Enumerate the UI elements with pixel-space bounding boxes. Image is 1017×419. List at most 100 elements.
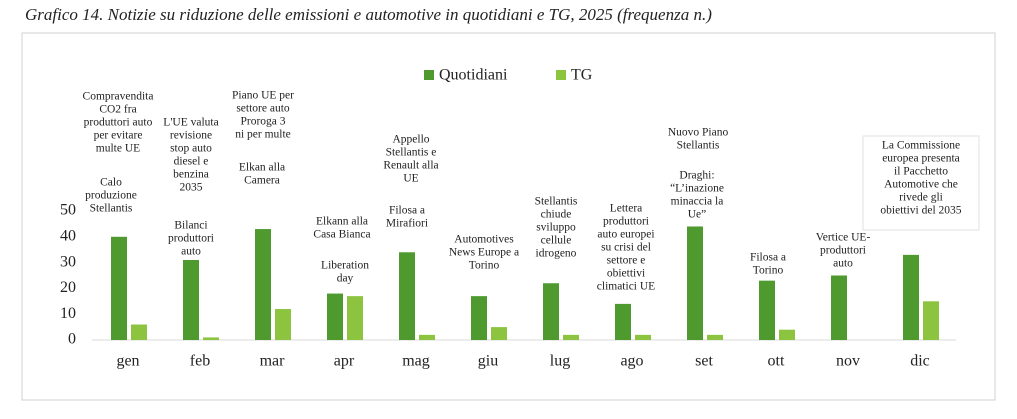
chart-frame xyxy=(21,32,996,401)
annotation: chiude xyxy=(541,209,572,221)
annotation: revisione xyxy=(170,130,212,142)
bar xyxy=(831,275,847,340)
y-tick-label: 10 xyxy=(60,305,76,322)
annotation: “L’inazione xyxy=(670,183,724,195)
annotation: Stellantis e xyxy=(386,147,437,159)
annotation: Torino xyxy=(753,265,784,277)
annotation: Nuovo Piano xyxy=(668,127,729,139)
bar xyxy=(635,334,651,340)
annotation: sviluppo xyxy=(536,222,576,234)
annotation: rivede gli xyxy=(899,192,943,204)
annotation: cellule xyxy=(541,235,572,247)
annotation: produttori xyxy=(168,233,214,245)
bar xyxy=(563,334,579,340)
annotation: auto xyxy=(181,246,201,258)
annotation: climatici UE xyxy=(597,281,655,293)
annotation: Appello xyxy=(392,134,429,146)
x-tick-label: ott xyxy=(768,353,785,370)
bar xyxy=(327,293,343,340)
annotation: Casa Bianca xyxy=(313,229,370,241)
annotation: L'UE valuta xyxy=(163,117,218,129)
x-tick-label: mar xyxy=(260,353,286,370)
annotation: day xyxy=(337,273,354,285)
x-tick-label: ago xyxy=(620,353,643,370)
legend-swatch xyxy=(556,70,566,80)
annotation: Elkann alla xyxy=(316,216,368,228)
x-tick-label: mag xyxy=(402,353,430,370)
annotation: Torino xyxy=(469,260,500,272)
y-tick-label: 30 xyxy=(60,253,76,270)
annotation: Filosa a xyxy=(750,252,786,264)
annotation: auto europei xyxy=(597,229,654,241)
annotation: settore e xyxy=(607,255,646,267)
bar xyxy=(615,303,631,340)
annotation: Stellantis xyxy=(677,140,720,152)
bar xyxy=(903,254,919,340)
annotation: idrogeno xyxy=(536,248,577,260)
chart-title: Grafico 14. Notizie su riduzione delle e… xyxy=(25,5,712,24)
annotation: obiettivi del 2035 xyxy=(880,205,961,217)
bar xyxy=(759,280,775,340)
bar xyxy=(779,329,795,340)
bar xyxy=(543,283,559,340)
annotation: Draghi: xyxy=(679,170,714,182)
annotation: Ue” xyxy=(688,209,707,221)
annotation: il Pacchetto xyxy=(894,166,948,178)
annotation: Stellantis xyxy=(90,203,133,215)
annotation: Compravendita xyxy=(83,91,154,103)
annotation: stop auto xyxy=(170,143,212,155)
annotation: Camera xyxy=(244,175,280,187)
annotation: ni per multe xyxy=(235,129,291,141)
annotation: La Commissione xyxy=(882,140,960,152)
bar xyxy=(707,334,723,340)
x-tick-label: set xyxy=(695,353,713,370)
annotation: Renault alla xyxy=(383,160,438,172)
y-tick-label: 50 xyxy=(60,202,76,219)
annotation: produttori xyxy=(820,245,866,257)
bar xyxy=(491,327,507,340)
legend-label: TG xyxy=(571,67,593,84)
annotation: Automotive che xyxy=(884,179,958,191)
annotation: Bilanci xyxy=(174,220,207,232)
annotation: News Europe a xyxy=(449,247,519,259)
annotation: UE xyxy=(403,173,418,185)
annotation: diesel e xyxy=(174,156,209,168)
bar xyxy=(923,301,939,340)
bar xyxy=(203,337,219,340)
y-tick-label: 20 xyxy=(60,279,76,296)
legend-swatch xyxy=(424,70,434,80)
x-tick-label: giu xyxy=(478,353,498,370)
bar xyxy=(275,309,291,340)
annotation: Elkan alla xyxy=(239,162,285,174)
annotation: multe UE xyxy=(96,143,140,155)
annotation: Lettera xyxy=(610,203,643,215)
annotation: Piano UE per xyxy=(232,90,294,102)
y-tick-label: 0 xyxy=(68,331,76,348)
annotation: benzina xyxy=(173,169,209,181)
annotation: europea presenta xyxy=(882,153,960,165)
bar xyxy=(419,334,435,340)
annotation-box xyxy=(862,135,980,231)
bar xyxy=(687,226,703,340)
x-tick-label: lug xyxy=(550,353,570,370)
x-tick-label: nov xyxy=(836,353,860,370)
legend-label: Quotidiani xyxy=(439,67,508,84)
annotation: Automotives xyxy=(454,234,514,246)
annotation: 2035 xyxy=(180,182,203,194)
y-tick-label: 40 xyxy=(60,227,76,244)
bar xyxy=(471,296,487,340)
annotation: Stellantis xyxy=(535,196,578,208)
x-tick-label: apr xyxy=(334,353,355,370)
annotation: settore auto xyxy=(236,103,290,115)
annotation: Filosa a xyxy=(389,205,425,217)
bar xyxy=(111,236,127,340)
annotation: auto xyxy=(833,258,853,270)
annotation: produzione xyxy=(85,190,137,202)
annotation: produttori auto xyxy=(84,117,153,129)
bar xyxy=(399,252,415,340)
annotation: Proroga 3 xyxy=(240,116,285,128)
annotation: per evitare xyxy=(94,130,143,142)
annotation: produttori xyxy=(603,216,649,228)
bar xyxy=(255,229,271,340)
